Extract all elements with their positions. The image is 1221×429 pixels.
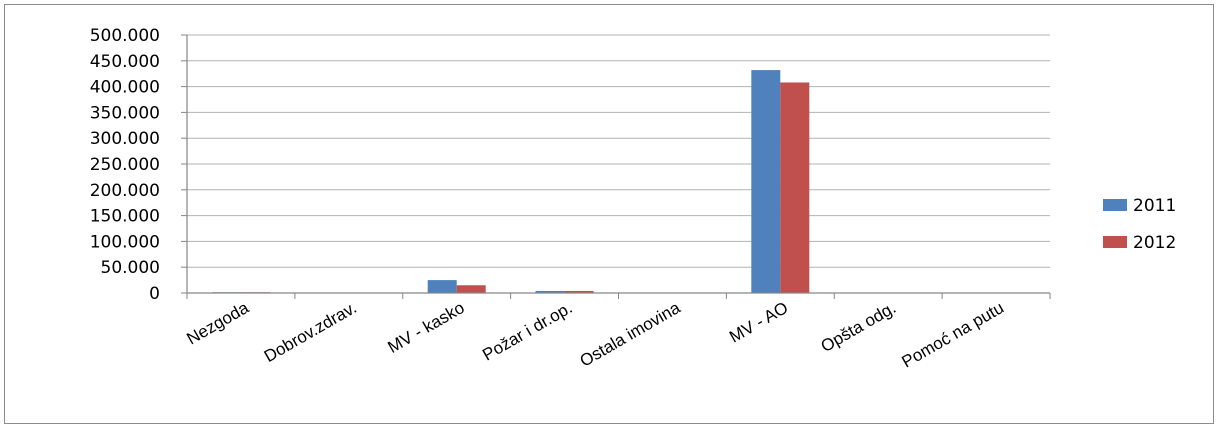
y-tick-label: 200.000 [90, 181, 160, 201]
gridlines [187, 34, 1050, 268]
y-tick-label: 300.000 [90, 129, 160, 149]
x-axis-category-labels: Nezgoda Dobrov.zdrav. MV - kasko Požar i dr… [183, 298, 1007, 372]
x-category-label: Požar i dr.op. [479, 298, 575, 365]
x-category-label: Nezgoda [183, 298, 252, 349]
axes [181, 34, 1051, 299]
bar-2012 [456, 285, 486, 293]
legend-label-2012: 2012 [1133, 233, 1176, 253]
x-category-label: MV - kasko [385, 298, 468, 357]
x-category-label: Opšta odg. [818, 298, 900, 356]
x-category-label: MV - AO [726, 298, 791, 347]
y-tick-label: 150.000 [90, 207, 160, 227]
y-tick-label: 0 [149, 284, 160, 304]
y-tick-label: 450.000 [90, 52, 160, 72]
bar-2011 [427, 280, 457, 293]
chart-frame [4, 4, 1214, 424]
bars [211, 70, 810, 294]
bar-2011 [535, 290, 565, 293]
y-axis-tick-labels: 0 50.000 100.000 150.000 200.000 250.000 300.0… [90, 26, 160, 304]
y-tick-label: 100.000 [90, 232, 160, 252]
bar-2012 [780, 82, 810, 293]
legend: 2011 2012 [1103, 196, 1176, 253]
legend-label-2011: 2011 [1133, 196, 1176, 216]
y-tick-label: 400.000 [90, 78, 160, 98]
x-category-label: Ostala imovina [577, 298, 684, 371]
y-tick-label: 500.000 [90, 26, 160, 46]
y-tick-label: 250.000 [90, 155, 160, 175]
bar-2012 [564, 290, 594, 293]
x-category-label: Pomoć na putu [899, 298, 1008, 372]
bar-2011 [751, 70, 781, 293]
y-tick-label: 50.000 [101, 258, 160, 278]
y-tick-label: 350.000 [90, 103, 160, 123]
legend-swatch-2012 [1103, 236, 1127, 248]
x-category-label: Dobrov.zdrav. [261, 298, 360, 366]
legend-swatch-2011 [1103, 199, 1127, 211]
